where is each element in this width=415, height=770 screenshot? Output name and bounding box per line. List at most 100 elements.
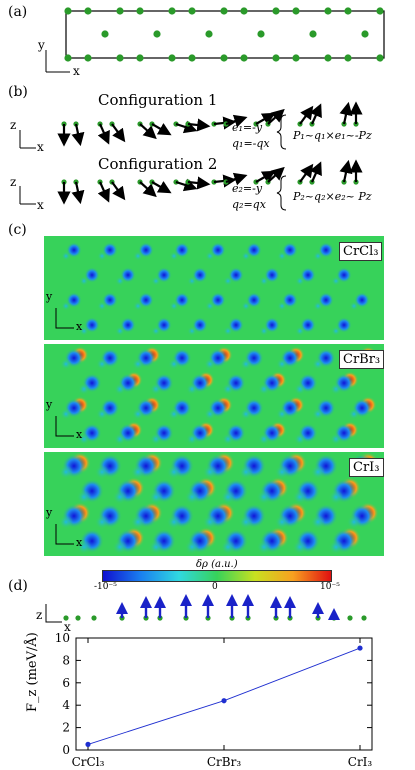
density-small	[132, 358, 144, 370]
config-1-title: Configuration 1	[98, 91, 218, 109]
density-small	[58, 464, 74, 480]
colorbar-min: -10⁻⁵	[94, 582, 117, 592]
config-1-z-axis: z	[10, 118, 17, 132]
spin-arrow	[187, 176, 211, 190]
colorbar	[102, 570, 332, 582]
lattice-atom	[220, 54, 228, 62]
density-small	[328, 489, 344, 505]
density-small	[238, 514, 254, 530]
lattice-atom	[240, 54, 248, 62]
lattice-atom	[272, 7, 280, 15]
density-small	[349, 301, 359, 311]
config-2-q-eq: q₂=qx	[232, 198, 266, 211]
density-small	[58, 514, 74, 530]
density-small	[276, 358, 288, 370]
panel-d-x-axis: x	[64, 620, 71, 634]
data-point	[221, 698, 227, 704]
density-small	[223, 276, 233, 286]
density-small	[295, 276, 305, 286]
density-small	[148, 539, 164, 555]
lattice-atom	[136, 7, 144, 15]
density-small	[114, 383, 126, 395]
force-atom	[63, 615, 69, 621]
density-small	[295, 326, 305, 336]
density-small	[186, 433, 198, 445]
density-small	[169, 301, 179, 311]
spin-arrow	[339, 159, 353, 183]
panel-a-lattice	[45, 7, 385, 73]
density-small	[151, 276, 161, 286]
map-3-x-axis: x	[76, 536, 83, 549]
density-small	[258, 383, 270, 395]
density-small	[259, 276, 269, 286]
density-small	[114, 433, 126, 445]
map-2-x-axis: x	[76, 428, 83, 441]
density-small	[294, 383, 306, 395]
lattice-atom	[188, 7, 196, 15]
spin-arrow	[111, 123, 126, 143]
lattice-atom	[168, 54, 176, 62]
density-small	[78, 383, 90, 395]
density-small	[274, 464, 290, 480]
spin-arrow	[255, 112, 276, 126]
density-small	[150, 383, 162, 395]
force-atom	[361, 615, 367, 621]
density-small	[133, 251, 143, 261]
density-small	[223, 326, 233, 336]
lattice-atom	[101, 30, 109, 38]
spin-arrow	[151, 180, 172, 194]
density-small	[238, 464, 254, 480]
density-small	[150, 433, 162, 445]
lattice-atom	[376, 54, 384, 62]
density-small	[240, 408, 252, 420]
x-tick-label: CrCl₃	[72, 755, 105, 769]
density-small	[148, 489, 164, 505]
spin-arrow	[97, 123, 110, 145]
density-small	[97, 301, 107, 311]
density-small	[130, 464, 146, 480]
density-small	[241, 301, 251, 311]
density-small	[220, 489, 236, 505]
density-small	[169, 251, 179, 261]
material-label-crbr3: CrBr₃	[339, 350, 385, 369]
density-small	[313, 301, 323, 311]
density-small	[96, 358, 108, 370]
spin-arrow	[71, 123, 85, 147]
lattice-atom	[64, 7, 72, 15]
spin-arrow	[267, 166, 285, 183]
density-small	[277, 301, 287, 311]
density-small	[202, 514, 218, 530]
density-small	[61, 301, 71, 311]
spin-arrow	[187, 118, 211, 132]
density-small	[94, 464, 110, 480]
density-small	[259, 326, 269, 336]
lattice-atom	[188, 54, 196, 62]
density-small	[277, 251, 287, 261]
density-small	[133, 301, 143, 311]
lattice-atom	[136, 54, 144, 62]
density-small	[76, 489, 92, 505]
density-small	[61, 251, 71, 261]
density-small	[256, 539, 272, 555]
density-small	[79, 326, 89, 336]
x-tick-label: CrI₃	[348, 755, 373, 769]
lattice-atom	[272, 54, 280, 62]
spin-arrow	[309, 103, 322, 125]
y-tick-label: 2	[62, 721, 70, 735]
density-small	[166, 464, 182, 480]
density-small	[222, 433, 234, 445]
spin-arrow	[299, 105, 314, 125]
density-small	[151, 326, 161, 336]
config-2-p-eq: P₂~q₂×e₂~ Pz	[293, 190, 372, 203]
lattice-atom	[361, 30, 369, 38]
config-2-z-axis: z	[10, 175, 17, 189]
map-2-y-axis: y	[46, 398, 53, 411]
lattice-atom	[344, 7, 352, 15]
density-small	[60, 358, 72, 370]
charge-density-maps	[44, 236, 384, 556]
x-tick-label: CrBr₃	[207, 755, 241, 769]
density-small	[292, 539, 308, 555]
spin-arrow	[97, 181, 110, 203]
spin-arrow	[151, 122, 172, 136]
panel-a-x-axis: x	[73, 64, 80, 78]
